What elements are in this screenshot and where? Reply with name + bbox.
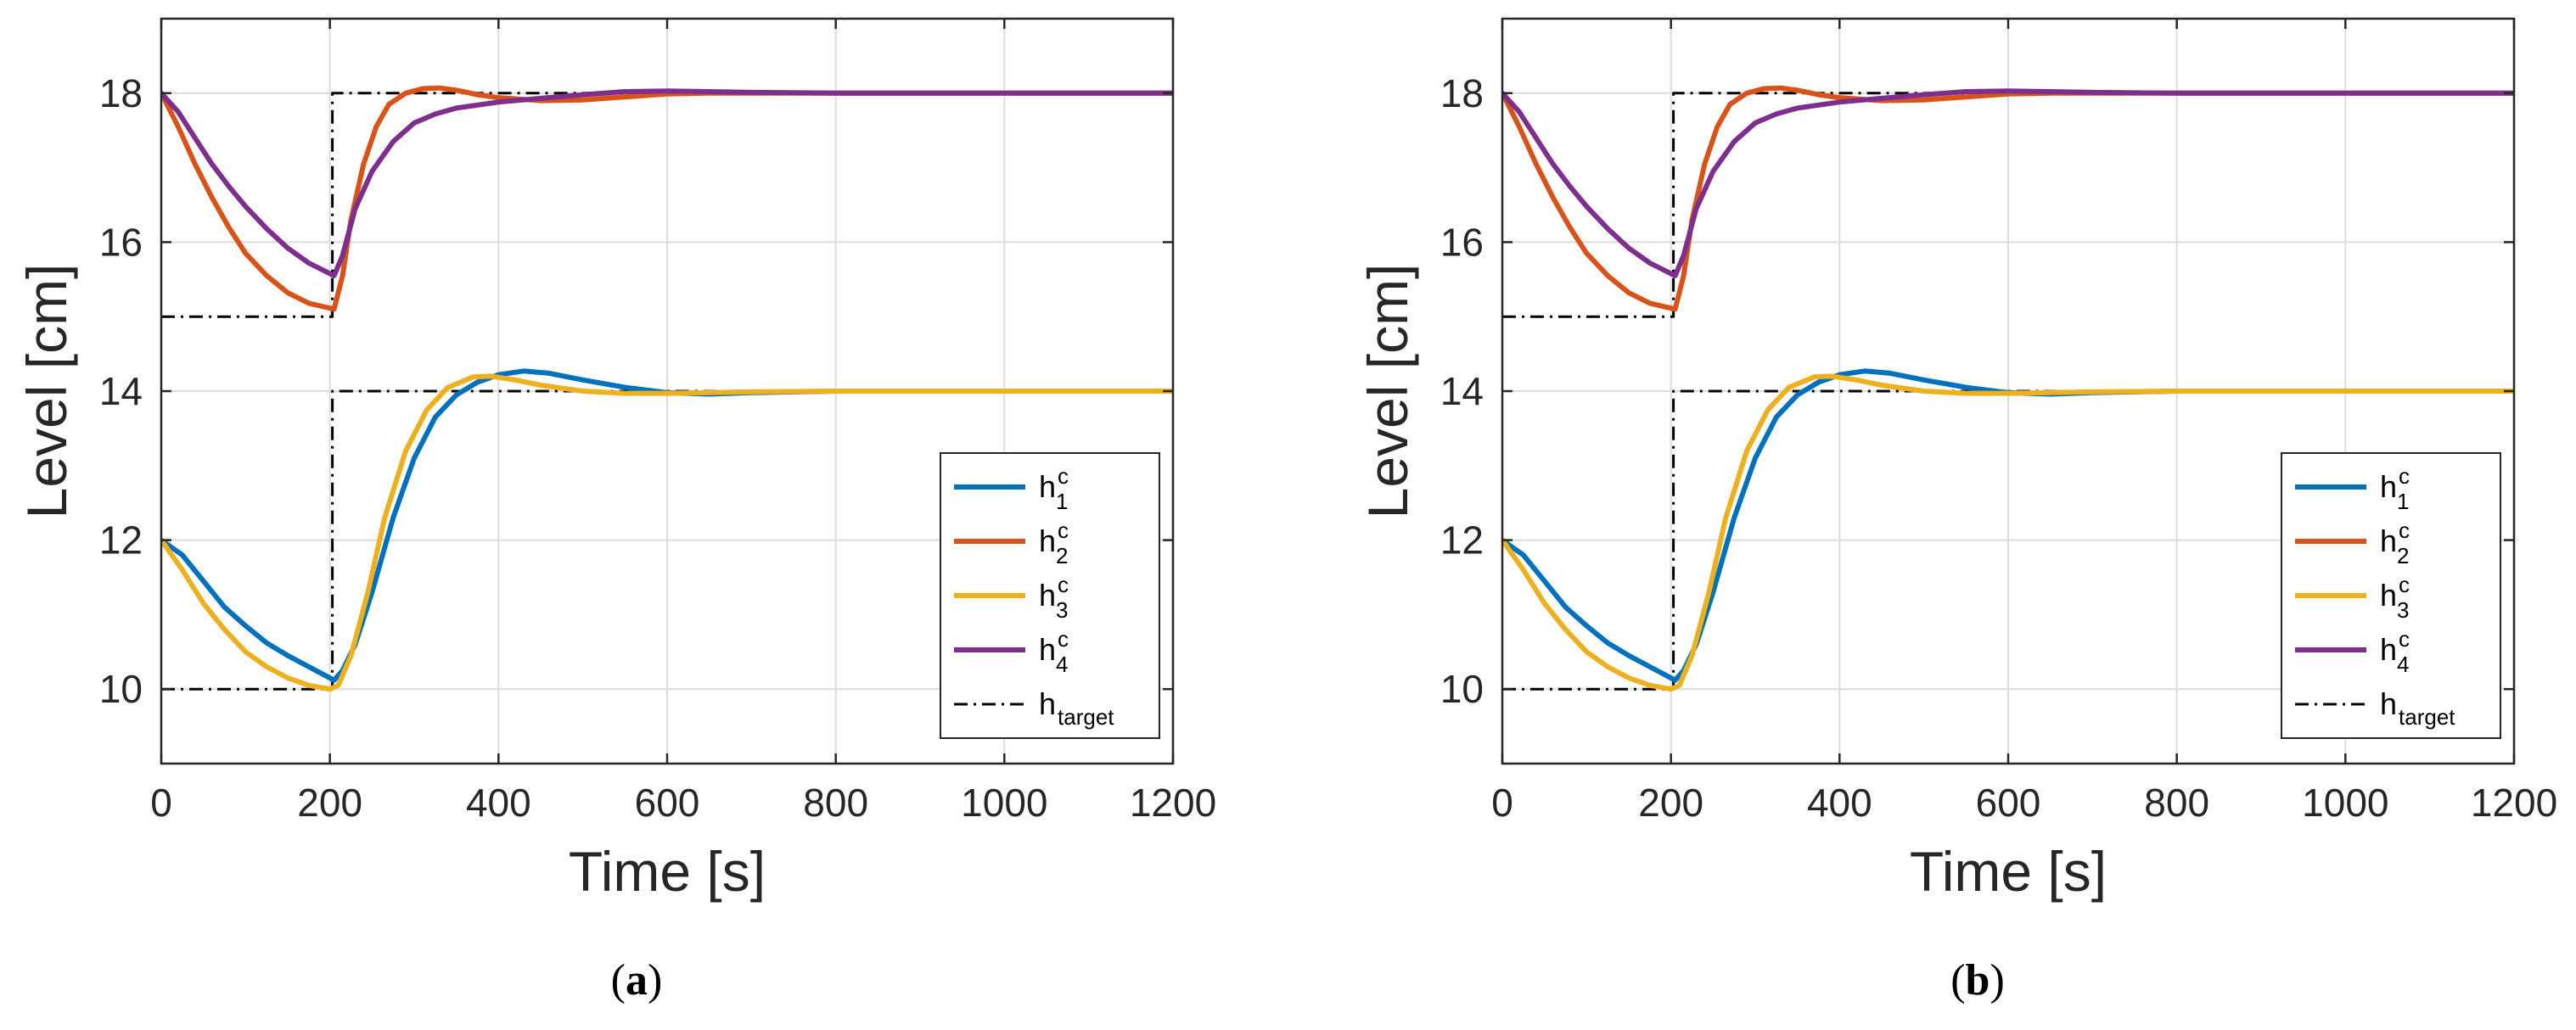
x-tick-label: 400 [1807, 781, 1872, 825]
legend-label: hc 4 [1039, 626, 1069, 677]
y-tick-label: 16 [99, 220, 143, 264]
y-axis-label: Level [cm] [1356, 264, 1419, 519]
series-group [1502, 85, 2514, 692]
x-tick-label: 1000 [961, 781, 1047, 825]
legend-label: hc 3 [1039, 572, 1069, 623]
panel-caption: (a) [611, 956, 663, 1005]
y-tick-label: 16 [1440, 220, 1484, 264]
chart-panel-b: 0 200 400 600 800 1000 1200 10 12 14 16 18 Time [s] L… [1356, 17, 2557, 1005]
legend-label: hc 1 [2380, 463, 2410, 514]
series-group [161, 85, 1173, 692]
x-axis-label: Time [s] [1910, 840, 2107, 903]
x-tick-label: 1200 [2471, 781, 2557, 825]
panel-caption: (b) [1950, 956, 2005, 1005]
x-tick-label: 0 [1491, 781, 1513, 825]
y-axis-label: Level [cm] [15, 264, 78, 519]
legend-label: hc 3 [2380, 572, 2410, 623]
y-tick-label: 18 [99, 71, 143, 115]
x-tick-label: 800 [2144, 781, 2209, 825]
legend-label: htarget [1039, 686, 1114, 730]
legend-label: hc 4 [2380, 626, 2410, 677]
x-axis-label: Time [s] [569, 840, 766, 903]
chart-panel-a: 0 200 400 600 800 1000 1200 10 12 14 16 18 Time [s] L… [15, 17, 1216, 1005]
x-tick-label: 200 [1638, 781, 1703, 825]
legend-label: hc 1 [1039, 463, 1069, 514]
series-line-h-3-c [1502, 373, 2514, 692]
x-tick-label: 600 [635, 781, 700, 825]
series-line-h-4-c [1502, 88, 2514, 278]
y-tick-label: 12 [99, 518, 143, 563]
legend: hc 1 hc 2 hc 3hc 4 htarget [2281, 452, 2501, 739]
legend-label: hc 2 [2380, 518, 2410, 568]
series-line-h-3-c [161, 373, 1173, 692]
series-line-h-2-c [1502, 85, 2514, 312]
y-tick-label: 18 [1440, 71, 1484, 115]
y-tick-label: 14 [99, 369, 143, 413]
x-tick-label: 600 [1976, 781, 2041, 825]
series-line-h-2-c [161, 85, 1173, 312]
x-tick-label: 200 [297, 781, 362, 825]
y-tick-label: 10 [1440, 667, 1484, 711]
legend-label: hc 2 [1039, 518, 1069, 568]
x-tick-label: 1200 [1130, 781, 1216, 825]
x-tick-label: 800 [803, 781, 868, 825]
y-tick-label: 10 [99, 667, 143, 711]
y-tick-label: 12 [1440, 518, 1484, 563]
legend-label: htarget [2380, 686, 2455, 730]
series-line-h-4-c [161, 88, 1173, 278]
legend: hc 1 hc 2 hc 3hc 4 htarget [940, 452, 1160, 739]
y-tick-label: 14 [1440, 369, 1484, 413]
x-tick-label: 0 [150, 781, 172, 825]
x-tick-label: 1000 [2302, 781, 2388, 825]
x-tick-label: 400 [466, 781, 531, 825]
